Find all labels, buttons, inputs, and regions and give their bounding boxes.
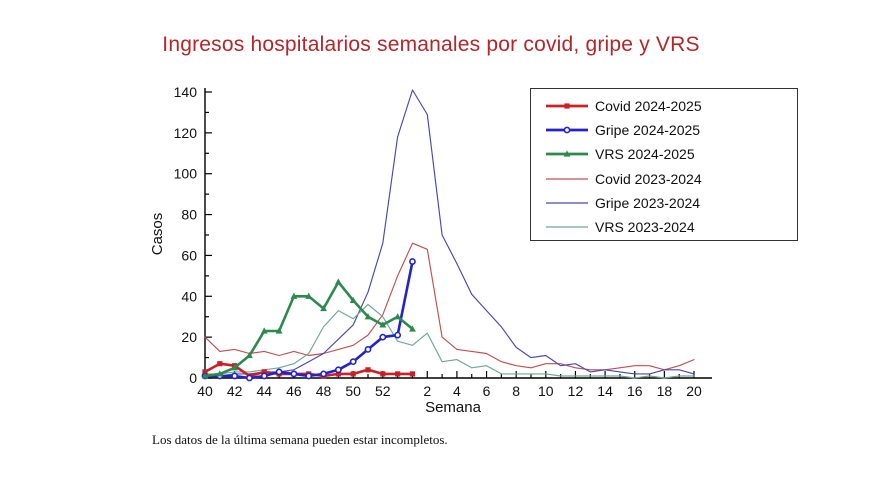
svg-text:52: 52 [375,383,391,399]
series-gripe-2024-2025 [201,258,416,382]
svg-text:44: 44 [256,383,272,399]
covid-2023-2024-line-swatch [546,178,588,180]
legend-label: VRS 2023-2024 [595,219,695,236]
svg-text:4: 4 [453,383,461,399]
footnote: Los datos de la última semana pueden est… [152,432,448,447]
legend-label: Gripe 2023-2024 [595,194,701,211]
svg-text:140: 140 [174,84,198,100]
series-gripe-2023-2024 [204,89,695,377]
svg-text:120: 120 [174,125,198,141]
svg-text:0: 0 [189,370,197,386]
legend-label: VRS 2024-2025 [595,146,695,163]
svg-text:20: 20 [181,329,197,345]
vrs-2024-2025-line-swatch [546,150,588,158]
legend-item-vrs-2023-2024: VRS 2023-2024 [544,215,797,239]
svg-text:2: 2 [423,383,431,399]
chart-title: Ingresos hospitalarios semanales por cov… [162,33,700,56]
legend-label: Covid 2023-2024 [595,170,702,187]
covid-2024-2025-line-swatch [546,103,588,109]
legend-item-covid-2023-2024: Covid 2023-2024 [544,167,797,191]
svg-text:48: 48 [316,383,332,399]
legend: Covid 2024-2025 Gripe 2024-2025 VRS 2024… [530,88,798,241]
x-axis-label: Semana [425,399,482,416]
y-axis-label: Casos [149,213,166,256]
series-vrs-2024-2025 [201,278,416,379]
legend-item-gripe-2023-2024: Gripe 2023-2024 [544,191,797,215]
svg-text:18: 18 [657,383,673,399]
svg-text:100: 100 [174,166,198,182]
series-vrs-2023-2024 [204,303,695,379]
svg-text:50: 50 [345,383,361,399]
svg-text:42: 42 [227,383,243,399]
legend-item-vrs-2024-2025: VRS 2024-2025 [544,142,797,166]
svg-text:12: 12 [568,383,584,399]
series-covid-2023-2024 [204,242,695,371]
svg-text:40: 40 [181,288,197,304]
svg-text:40: 40 [197,383,213,399]
legend-item-covid-2024-2025: Covid 2024-2025 [544,94,797,118]
svg-text:80: 80 [181,207,197,223]
svg-text:6: 6 [483,383,491,399]
svg-text:20: 20 [686,383,702,399]
vrs-2023-2024-line-swatch [546,226,588,228]
svg-text:14: 14 [597,383,613,399]
svg-text:10: 10 [538,383,554,399]
svg-text:16: 16 [627,383,643,399]
legend-label: Covid 2024-2025 [595,98,702,115]
legend-label: Gripe 2024-2025 [595,122,701,139]
svg-text:60: 60 [181,247,197,263]
gripe-2023-2024-line-swatch [546,202,588,204]
gripe-2024-2025-line-swatch [546,126,588,134]
legend-item-gripe-2024-2025: Gripe 2024-2025 [544,118,797,142]
svg-text:46: 46 [286,383,302,399]
svg-text:8: 8 [512,383,520,399]
